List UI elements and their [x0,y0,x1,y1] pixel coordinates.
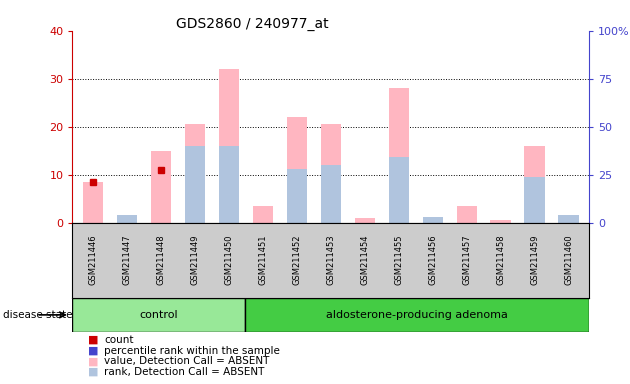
Bar [287,117,307,223]
Text: GSM211447: GSM211447 [122,235,131,285]
Text: GSM211452: GSM211452 [292,235,301,285]
Text: GSM211456: GSM211456 [428,235,437,285]
Bar [253,206,273,223]
Bar [287,169,307,223]
Text: GDS2860 / 240977_at: GDS2860 / 240977_at [176,17,328,31]
Bar [491,220,511,223]
Text: value, Detection Call = ABSENT: value, Detection Call = ABSENT [104,356,270,366]
Text: GSM211450: GSM211450 [224,235,233,285]
Text: GSM211453: GSM211453 [326,235,335,285]
Bar [423,218,443,223]
Bar [457,206,477,223]
Text: GSM211455: GSM211455 [394,235,403,285]
Text: GSM211448: GSM211448 [156,235,165,285]
Text: percentile rank within the sample: percentile rank within the sample [104,346,280,356]
Text: GSM211451: GSM211451 [258,235,267,285]
Bar [389,88,409,223]
Text: ■: ■ [88,356,99,366]
Text: GSM211459: GSM211459 [530,235,539,285]
Bar [524,177,545,223]
Bar [423,217,443,223]
Bar [321,165,341,223]
Bar [389,157,409,223]
Bar [558,215,579,223]
Text: rank, Detection Call = ABSENT: rank, Detection Call = ABSENT [104,367,265,377]
Bar [83,182,103,223]
Text: GSM211446: GSM211446 [88,235,98,285]
Bar [558,217,579,223]
Bar [244,298,589,332]
Bar [185,146,205,223]
Text: GSM211460: GSM211460 [564,235,573,285]
Bar [117,215,137,223]
Text: GSM211454: GSM211454 [360,235,369,285]
Text: GSM211457: GSM211457 [462,235,471,285]
Bar [151,151,171,223]
Bar [321,124,341,223]
Bar [524,146,545,223]
Text: GSM211449: GSM211449 [190,235,199,285]
Text: ■: ■ [88,346,99,356]
Bar [355,218,375,223]
Bar [117,217,137,223]
Text: disease state: disease state [3,310,72,320]
Bar [72,298,244,332]
Bar [219,69,239,223]
Bar [219,146,239,223]
Text: GSM211458: GSM211458 [496,235,505,285]
Text: control: control [139,310,178,320]
Text: count: count [104,335,134,345]
Text: aldosterone-producing adenoma: aldosterone-producing adenoma [326,310,508,320]
Bar [185,124,205,223]
Text: ■: ■ [88,367,99,377]
Text: ■: ■ [88,335,99,345]
